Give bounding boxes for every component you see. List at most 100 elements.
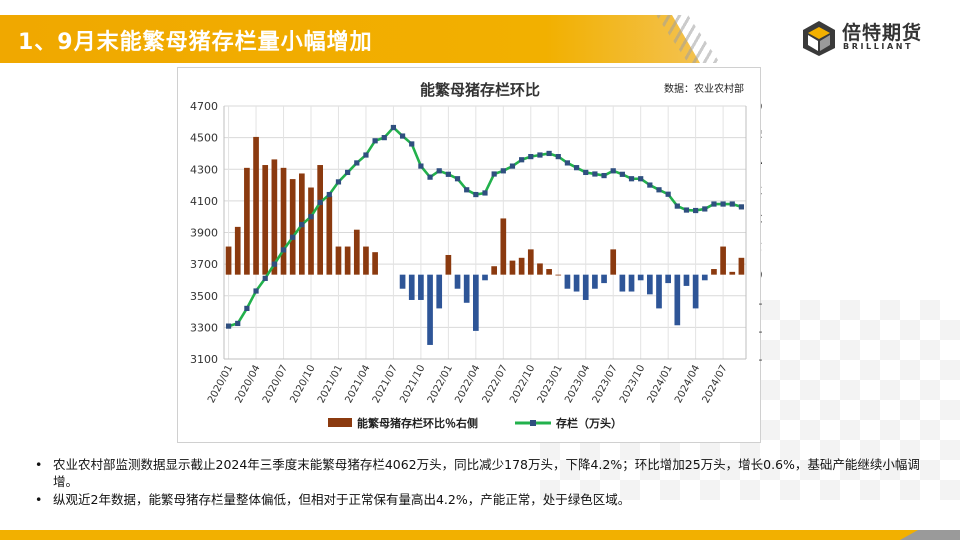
- inventory-point: [418, 163, 424, 169]
- mom-change-bar: [683, 274, 690, 286]
- mom-change-bar: [527, 249, 534, 275]
- mom-change-bar: [665, 274, 671, 284]
- inventory-point: [674, 203, 680, 209]
- inventory-point: [436, 168, 442, 174]
- mom-change-bar: [601, 274, 607, 284]
- mom-change-bar: [592, 274, 598, 289]
- legend-line-label: 存栏（万头）: [556, 416, 622, 430]
- logo-name-en: BRILLIANT: [843, 42, 914, 51]
- mom-change-bar: [262, 165, 269, 275]
- mom-change-bar: [363, 246, 369, 275]
- x-tick-label: 2023/01: [536, 363, 565, 405]
- x-tick-label: 2020/10: [288, 363, 317, 405]
- inventory-point: [381, 135, 387, 141]
- mom-change-bar: [564, 274, 571, 289]
- mom-change-bar: [308, 187, 314, 275]
- company-logo: 倍特期货 BRILLIANT: [800, 17, 940, 57]
- mom-change-bar: [582, 274, 589, 300]
- inventory-point: [638, 176, 644, 182]
- inventory-point: [573, 165, 580, 171]
- chart-container: 4700 4500 4300 4100 3900 3700 3500 3300 3100 6 5 4 3…: [177, 67, 769, 443]
- title-bar: 1、9月末能繁母猪存栏量小幅增加: [0, 15, 700, 63]
- y-right-tick-label: 6: [761, 100, 763, 113]
- mom-change-bar: [344, 246, 351, 275]
- inventory-line: [228, 126, 742, 328]
- y-left-tick-label: 4100: [190, 195, 218, 208]
- y-left-tick-label: 3700: [190, 258, 218, 271]
- inventory-point: [454, 176, 461, 182]
- mom-change-bar: [335, 246, 342, 275]
- mom-change-bar: [473, 274, 479, 331]
- y-right-tick-label: 3: [761, 184, 763, 197]
- mom-change-bar: [454, 274, 461, 289]
- bullet-item: 纵观近2年数据，能繁母猪存栏量整体偏低，但相对于正常保有量高出4.2%，产能正常…: [35, 491, 925, 508]
- inventory-point: [427, 174, 433, 180]
- inventory-point: [610, 168, 616, 174]
- inventory-point: [225, 323, 232, 329]
- inventory-point: [683, 207, 690, 213]
- y-left-tick-label: 3300: [190, 321, 218, 334]
- mom-change-bar: [244, 167, 250, 275]
- mom-change-bar: [720, 246, 726, 275]
- inventory-point: [592, 171, 598, 177]
- inventory-point: [262, 275, 268, 281]
- mom-change-bar: [573, 274, 580, 292]
- y-left-tick-label: 3900: [190, 227, 218, 240]
- inventory-point: [537, 152, 543, 158]
- inventory-point: [720, 201, 726, 207]
- mom-change-bar: [271, 159, 278, 275]
- inventory-point: [546, 150, 552, 157]
- mom-change-bar: [280, 167, 287, 275]
- inventory-point: [656, 187, 662, 193]
- mom-change-bar: [225, 246, 232, 275]
- inventory-point: [326, 191, 332, 198]
- x-tick-label: 2021/10: [398, 363, 427, 405]
- mom-change-bar: [692, 274, 699, 309]
- inventory-point: [399, 133, 406, 139]
- mom-change-bar: [427, 274, 433, 345]
- inventory-point: [729, 201, 735, 207]
- x-tick-label: 2021/07: [371, 363, 400, 405]
- legend-line-marker: [530, 420, 536, 426]
- x-tick-label: 2022/01: [426, 363, 455, 405]
- y-right-tick-label: 1: [761, 241, 763, 254]
- mom-change-bar: [711, 269, 717, 275]
- x-tick-label: 2023/10: [618, 363, 647, 405]
- inventory-point: [345, 169, 351, 176]
- x-tick-label: 2022/07: [481, 363, 510, 405]
- inventory-point: [665, 191, 671, 197]
- x-tick-label: 2024/04: [673, 363, 702, 405]
- mom-change-bar: [637, 274, 644, 281]
- inventory-point: [363, 152, 369, 158]
- mom-change-bar: [674, 274, 681, 326]
- inventory-point: [235, 320, 241, 327]
- mom-change-bar: [518, 257, 525, 275]
- mom-change-bar: [372, 252, 378, 275]
- inventory-point: [271, 261, 277, 267]
- x-tick-label: 2022/04: [453, 363, 482, 405]
- inventory-point: [509, 163, 516, 169]
- inventory-point: [253, 288, 259, 294]
- y-left-tick-label: 4300: [190, 163, 218, 176]
- x-tick-label: 2024/01: [646, 363, 675, 405]
- mom-change-bar: [628, 274, 635, 292]
- mom-change-bar: [353, 229, 360, 275]
- x-tick-label: 2020/07: [261, 363, 290, 405]
- x-tick-label: 2024/07: [701, 363, 730, 405]
- y-right-tick-label: -3: [759, 353, 762, 366]
- mom-change-bar: [418, 274, 424, 300]
- y-left-tick-label: 3100: [190, 353, 218, 366]
- mom-change-bar: [555, 274, 562, 276]
- inventory-point: [528, 154, 534, 160]
- chart-legend: 能繁母猪存栏环比％右侧 存栏（万头）: [328, 416, 622, 430]
- mom-change-bar: [701, 274, 708, 281]
- mom-change-bar: [253, 136, 259, 275]
- y-right-tick-label: -1: [759, 297, 762, 310]
- y-right-tick-label: 2: [761, 212, 763, 225]
- inventory-point: [280, 247, 287, 253]
- logo-name-cn: 倍特期货: [842, 22, 923, 44]
- inventory-point: [464, 187, 470, 193]
- footer-bar: [0, 530, 960, 540]
- y-right-tick-label: -2: [759, 325, 762, 338]
- mom-change-bar: [436, 274, 443, 309]
